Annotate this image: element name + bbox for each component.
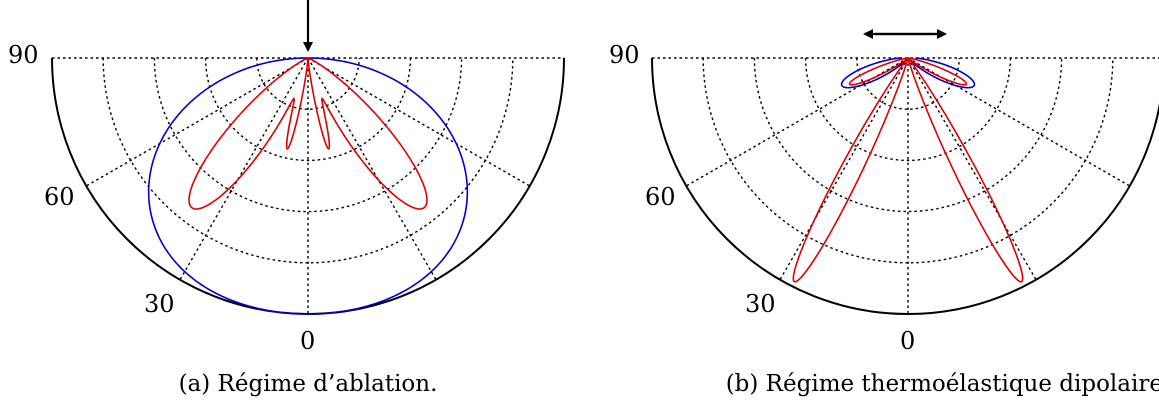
red-lobes-b [792, 57, 1024, 283]
polar-grid-a [51, 57, 565, 315]
grid-spoke-a [85, 57, 309, 187]
angle-label-30-a: 30 [144, 290, 175, 318]
angle-label-30-b: 30 [745, 290, 776, 318]
angle-label-90-a: 90 [8, 41, 39, 69]
panel-a: 90 60 30 0 (a) Régime d’ablation. [8, 0, 565, 397]
grid-arc-a [204, 57, 412, 162]
grid-arc-a [256, 57, 360, 110]
grid-arc-a [102, 57, 514, 264]
grid-spoke-b [685, 57, 909, 187]
caption-a: (a) Régime d’ablation. [179, 371, 438, 397]
grid-arc-b [856, 57, 960, 110]
grid-spoke-b [779, 57, 909, 281]
panel-b: 90 60 30 0 (b) Régime thermoélastique di… [609, 29, 1159, 397]
red-lobes-a [188, 57, 428, 210]
grid-spoke-a [307, 57, 531, 187]
grid-arc-b [702, 57, 1114, 264]
angle-label-0-b: 0 [900, 327, 915, 355]
angle-label-60-a: 60 [44, 183, 75, 211]
grid-arc-b [753, 57, 1063, 213]
polar-grid-b [651, 57, 1159, 315]
outer-arc-b [651, 57, 1159, 315]
angle-label-90-b: 90 [609, 41, 640, 69]
grid-spoke-a [179, 57, 309, 281]
grid-spoke-a [307, 57, 437, 281]
angle-label-60-b: 60 [645, 183, 676, 211]
grid-spoke-b [907, 57, 1131, 187]
angle-label-0-a: 0 [300, 327, 315, 355]
grid-arc-b [804, 57, 1012, 162]
blue-lobe-a [147, 57, 469, 315]
grid-arc-a [153, 57, 463, 213]
grid-spoke-b [907, 57, 1037, 281]
caption-b: (b) Régime thermoélastique dipolaire. [726, 371, 1159, 397]
